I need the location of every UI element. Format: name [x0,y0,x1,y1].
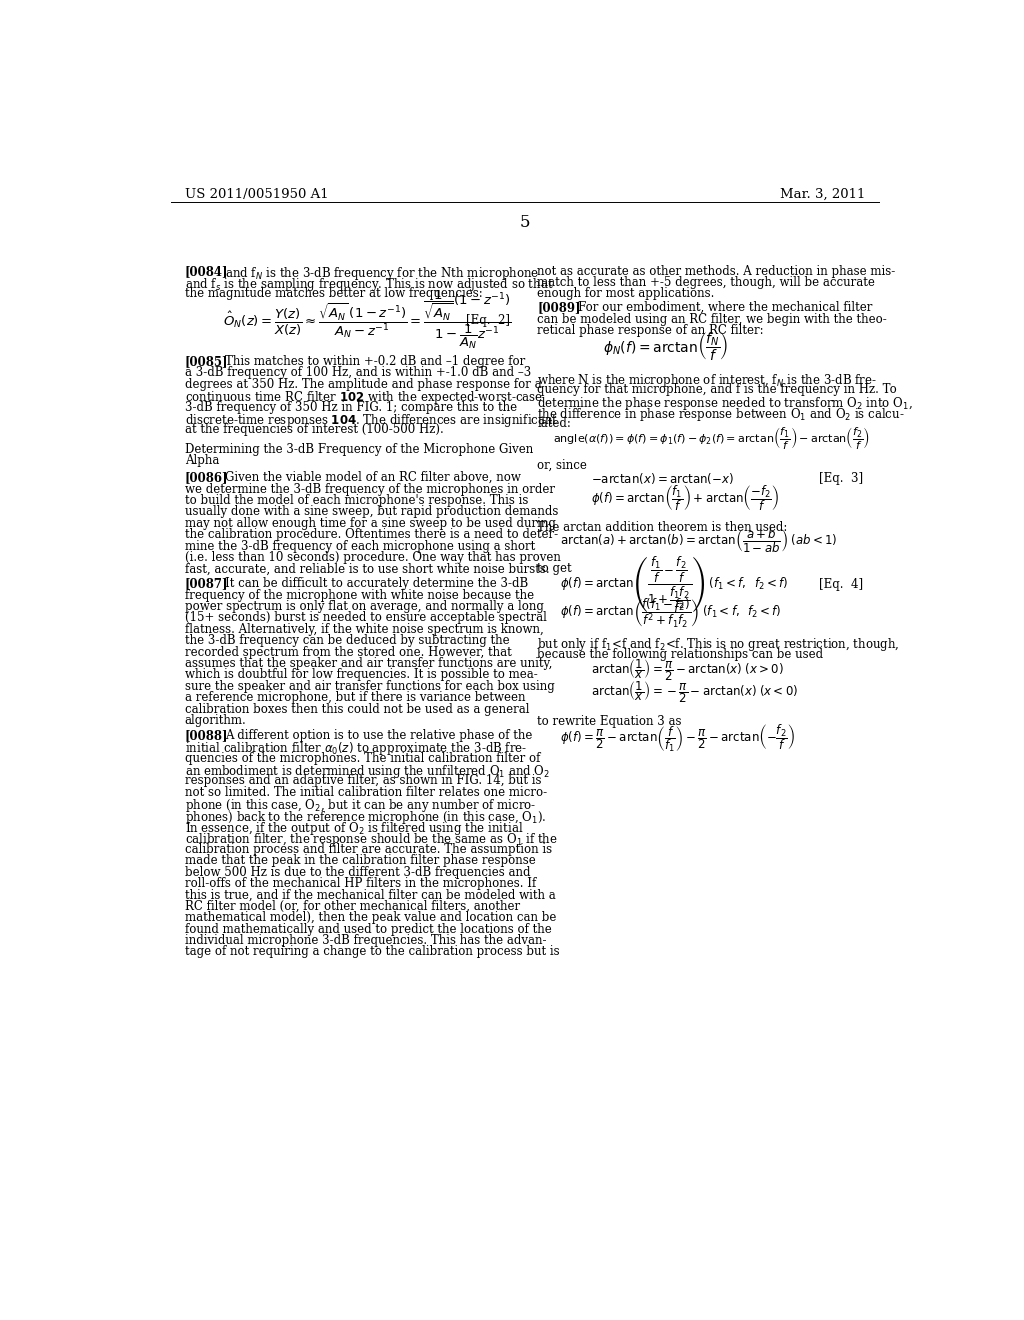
Text: usually done with a sine sweep, but rapid production demands: usually done with a sine sweep, but rapi… [184,506,558,519]
Text: not so limited. The initial calibration filter relates one micro-: not so limited. The initial calibration … [184,785,547,799]
Text: which is doubtful for low frequencies. It is possible to mea-: which is doubtful for low frequencies. I… [184,668,538,681]
Text: quencies of the microphones. The initial calibration filter of: quencies of the microphones. The initial… [184,751,540,764]
Text: flatness. Alternatively, if the white noise spectrum is known,: flatness. Alternatively, if the white no… [184,623,544,636]
Text: an embodiment is determined using the unfiltered O$_1$ and O$_2$: an embodiment is determined using the un… [184,763,550,780]
Text: $\phi(f) = \arctan\!\left(\dfrac{f(f_1-f_2)}{f^2+f_1 f_2}\right)\;(f_1 < f,\;\;f: $\phi(f) = \arctan\!\left(\dfrac{f(f_1-f… [560,597,782,630]
Text: $\phi(f) = \arctan\!\left(\dfrac{f_1}{f}\right) + \arctan\!\left(\dfrac{-f_2}{f}: $\phi(f) = \arctan\!\left(\dfrac{f_1}{f}… [592,483,779,513]
Text: a reference microphone, but if there is variance between: a reference microphone, but if there is … [184,692,525,704]
Text: power spectrum is only flat on average, and normally a long: power spectrum is only flat on average, … [184,601,544,612]
Text: but only if f$_1$<f and f$_2$<f. This is no great restriction, though,: but only if f$_1$<f and f$_2$<f. This is… [538,636,900,653]
Text: The arctan addition theorem is then used:: The arctan addition theorem is then used… [538,521,787,535]
Text: individual microphone 3-dB frequencies. This has the advan-: individual microphone 3-dB frequencies. … [184,935,546,946]
Text: may not allow enough time for a sine sweep to be used during: may not allow enough time for a sine swe… [184,517,555,529]
Text: match to less than +-5 degrees, though, will be accurate: match to less than +-5 degrees, though, … [538,276,876,289]
Text: $\arctan\!\left(\dfrac{1}{x}\right) = \dfrac{\pi}{2} - \arctan(x)\;(x > 0)$: $\arctan\!\left(\dfrac{1}{x}\right) = \d… [592,657,784,684]
Text: $\arctan(a) + \arctan(b) = \arctan\!\left(\dfrac{a+b}{1-ab}\right)\;(ab < 1)$: $\arctan(a) + \arctan(b) = \arctan\!\lef… [560,528,838,556]
Text: [Eq.  3]: [Eq. 3] [818,473,862,486]
Text: phone (in this case, O$_2$, but it can be any number of micro-: phone (in this case, O$_2$, but it can b… [184,797,536,814]
Text: $\phi_N(f) = \arctan\!\left(\dfrac{f_N}{f}\right)$: $\phi_N(f) = \arctan\!\left(\dfrac{f_N}{… [603,330,728,363]
Text: discrete-time responses $\mathbf{104}$. The differences are insignificant: discrete-time responses $\mathbf{104}$. … [184,412,558,429]
Text: assumes that the speaker and air transfer functions are unity,: assumes that the speaker and air transfe… [184,657,552,671]
Text: the difference in phase response between O$_1$ and O$_2$ is calcu-: the difference in phase response between… [538,407,905,422]
Text: responses and an adaptive filter, as shown in FIG. 14, but is: responses and an adaptive filter, as sho… [184,775,541,787]
Text: phones) back to the reference microphone (in this case, O$_1$).: phones) back to the reference microphone… [184,809,546,825]
Text: Determining the 3-dB Frequency of the Microphone Given: Determining the 3-dB Frequency of the Mi… [184,442,532,455]
Text: and f$_s$ is the sampling frequency. This is now adjusted so that: and f$_s$ is the sampling frequency. Thi… [184,276,553,293]
Text: $\phi(f) = \arctan\!\left(\dfrac{\dfrac{f_1}{f}-\dfrac{f_2}{f}}{1+\dfrac{f_1 f_2: $\phi(f) = \arctan\!\left(\dfrac{\dfrac{… [560,554,788,615]
Text: initial calibration filter $\alpha_0(z)$ to approximate the 3-dB fre-: initial calibration filter $\alpha_0(z)$… [184,741,527,758]
Text: retical phase response of an RC filter:: retical phase response of an RC filter: [538,323,764,337]
Text: tage of not requiring a change to the calibration process but is: tage of not requiring a change to the ca… [184,945,559,958]
Text: $-\arctan(x) = \arctan(-x)$: $-\arctan(x) = \arctan(-x)$ [592,471,734,486]
Text: to rewrite Equation 3 as: to rewrite Equation 3 as [538,715,682,727]
Text: calibration filter, the response should be the same as O$_1$ if the: calibration filter, the response should … [184,832,557,849]
Text: US 2011/0051950 A1: US 2011/0051950 A1 [184,187,329,201]
Text: to get: to get [538,562,571,576]
Text: below 500 Hz is due to the different 3-dB frequencies and: below 500 Hz is due to the different 3-d… [184,866,530,879]
Text: this is true, and if the mechanical filter can be modeled with a: this is true, and if the mechanical filt… [184,888,555,902]
Text: It can be difficult to accurately determine the 3-dB: It can be difficult to accurately determ… [225,577,528,590]
Text: or, since: or, since [538,458,587,471]
Text: (i.e. less than 10 seconds) procedure. One way that has proven: (i.e. less than 10 seconds) procedure. O… [184,550,560,564]
Text: continuous time RC filter $\mathbf{102}$ with the expected-worst-case: continuous time RC filter $\mathbf{102}$… [184,389,543,407]
Text: sure the speaker and air transfer functions for each box using: sure the speaker and air transfer functi… [184,680,554,693]
Text: [0088]: [0088] [184,729,228,742]
Text: degrees at 350 Hz. The amplitude and phase response for a: degrees at 350 Hz. The amplitude and pha… [184,378,542,391]
Text: quency for that microphone, and f is the frequency in Hz. To: quency for that microphone, and f is the… [538,383,897,396]
Text: lated:: lated: [538,417,571,430]
Text: mathematical model), then the peak value and location can be: mathematical model), then the peak value… [184,911,556,924]
Text: [Eq.  2]: [Eq. 2] [466,314,510,327]
Text: the magnitude matches better at low frequencies:: the magnitude matches better at low freq… [184,288,482,301]
Text: mine the 3-dB frequency of each microphone using a short: mine the 3-dB frequency of each micropho… [184,540,535,553]
Text: where N is the microphone of interest, f$_N$ is the 3-dB fre-: where N is the microphone of interest, f… [538,372,878,389]
Text: determine the phase response needed to transform O$_2$ into O$_1$,: determine the phase response needed to t… [538,395,912,412]
Text: a 3-dB frequency of 100 Hz, and is within +-1.0 dB and –3: a 3-dB frequency of 100 Hz, and is withi… [184,367,530,379]
Text: [0089]: [0089] [538,301,581,314]
Text: found mathematically and used to predict the locations of the: found mathematically and used to predict… [184,923,551,936]
Text: $\hat{O}_N(z) = \dfrac{Y(z)}{X(z)} \approx \dfrac{\sqrt{A_N}\,(1-z^{-1})}{A_N - : $\hat{O}_N(z) = \dfrac{Y(z)}{X(z)} \appr… [223,289,512,351]
Text: (15+ seconds) burst is needed to ensure acceptable spectral: (15+ seconds) burst is needed to ensure … [184,611,547,624]
Text: [0087]: [0087] [184,577,228,590]
Text: the calibration procedure. Oftentimes there is a need to deter-: the calibration procedure. Oftentimes th… [184,528,558,541]
Text: 5: 5 [519,214,530,231]
Text: For our embodiment, where the mechanical filter: For our embodiment, where the mechanical… [578,301,871,314]
Text: enough for most applications.: enough for most applications. [538,288,715,301]
Text: to build the model of each microphone's response. This is: to build the model of each microphone's … [184,494,528,507]
Text: Mar. 3, 2011: Mar. 3, 2011 [779,187,865,201]
Text: Given the viable model of an RC filter above, now: Given the viable model of an RC filter a… [225,471,521,484]
Text: This matches to within +-0.2 dB and –1 degree for: This matches to within +-0.2 dB and –1 d… [225,355,525,368]
Text: algorithm.: algorithm. [184,714,247,727]
Text: and f$_N$ is the 3-dB frequency for the Nth microphone: and f$_N$ is the 3-dB frequency for the … [225,264,539,281]
Text: fast, accurate, and reliable is to use short white noise bursts.: fast, accurate, and reliable is to use s… [184,562,549,576]
Text: not as accurate as other methods. A reduction in phase mis-: not as accurate as other methods. A redu… [538,264,895,277]
Text: calibration boxes then this could not be used as a general: calibration boxes then this could not be… [184,702,529,715]
Text: recorded spectrum from the stored one. However, that: recorded spectrum from the stored one. H… [184,645,511,659]
Text: because the following relationships can be used: because the following relationships can … [538,648,823,660]
Text: calibration process and filter are accurate. The assumption is: calibration process and filter are accur… [184,842,552,855]
Text: In essence, if the output of O$_2$ is filtered using the initial: In essence, if the output of O$_2$ is fi… [184,820,523,837]
Text: roll-offs of the mechanical HP filters in the microphones. If: roll-offs of the mechanical HP filters i… [184,876,536,890]
Text: we determine the 3-dB frequency of the microphones in order: we determine the 3-dB frequency of the m… [184,483,555,495]
Text: the 3-dB frequency can be deduced by subtracting the: the 3-dB frequency can be deduced by sub… [184,634,509,647]
Text: A different option is to use the relative phase of the: A different option is to use the relativ… [225,729,532,742]
Text: $\phi(f) = \dfrac{\pi}{2} - \arctan\!\left(\dfrac{f}{f_1}\right) - \dfrac{\pi}{2: $\phi(f) = \dfrac{\pi}{2} - \arctan\!\le… [560,722,796,754]
Text: $\arctan\!\left(\dfrac{1}{x}\right) = -\dfrac{\pi}{2} - \arctan(x)\;(x < 0)$: $\arctan\!\left(\dfrac{1}{x}\right) = -\… [592,680,799,705]
Text: [0084]: [0084] [184,264,228,277]
Text: 3-dB frequency of 350 Hz in FIG. 1; compare this to the: 3-dB frequency of 350 Hz in FIG. 1; comp… [184,400,517,413]
Text: frequency of the microphone with white noise because the: frequency of the microphone with white n… [184,589,534,602]
Text: can be modeled using an RC filter, we begin with the theo-: can be modeled using an RC filter, we be… [538,313,887,326]
Text: [0085]: [0085] [184,355,228,368]
Text: [Eq.  4]: [Eq. 4] [818,578,862,591]
Text: RC filter model (or, for other mechanical filters, another: RC filter model (or, for other mechanica… [184,900,520,912]
Text: Alpha: Alpha [184,454,219,467]
Text: $\mathrm{angle}(\alpha(f)) = \phi(f) = \phi_1(f) - \phi_2(f) = \arctan\!\left(\d: $\mathrm{angle}(\alpha(f)) = \phi(f) = \… [553,425,869,451]
Text: made that the peak in the calibration filter phase response: made that the peak in the calibration fi… [184,854,536,867]
Text: at the frequencies of interest (100-500 Hz).: at the frequencies of interest (100-500 … [184,424,443,437]
Text: [0086]: [0086] [184,471,228,484]
